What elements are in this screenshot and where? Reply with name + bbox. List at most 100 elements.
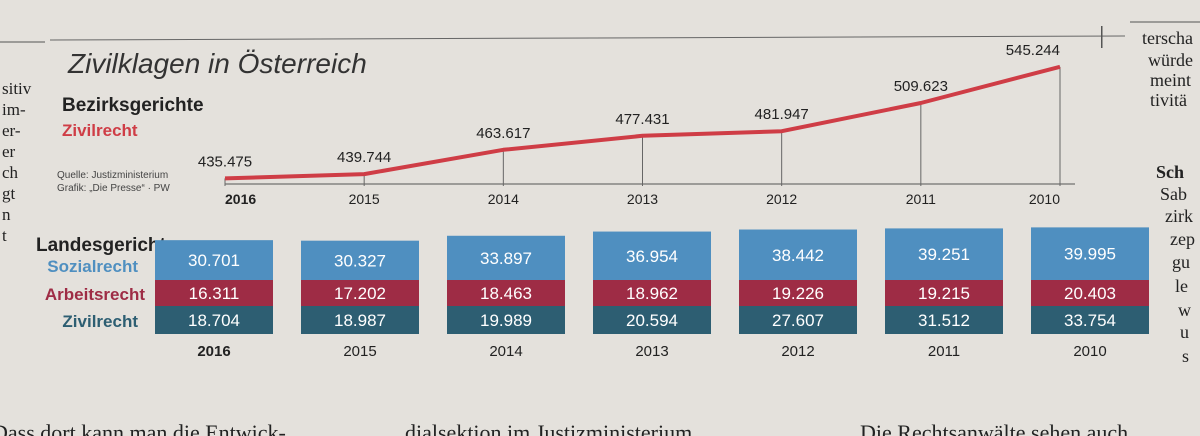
bar-zivilrecht [155,306,273,334]
left-column-word: im- [2,100,26,119]
bar-value-label: 16.311 [189,284,240,303]
right-column-word: tivitä [1150,90,1187,110]
chart-title: Zivilklagen in Österreich [67,48,367,79]
bottom-text-2: dialsektion im Justizministerium [405,420,692,436]
bar-arbeitsrecht [155,280,273,306]
right-column-word: w [1178,300,1191,320]
line-year-labels: 2016 2015 2014 2013 2012 2011 2010 [225,191,1060,207]
bar-sozialrecht [739,229,857,280]
bar-arbeitsrecht [1031,280,1149,306]
bar-year-label: 2012 [781,343,814,360]
line-value-label: 477.431 [615,111,669,128]
bezirksgerichte-heading: Bezirksgerichte [62,95,204,116]
bar-zivilrecht [301,306,419,334]
source-note: Quelle: Justizministerium [57,170,168,181]
bar-year-label: 2010 [1073,343,1106,360]
bar-year-label: 2014 [489,343,522,360]
left-column-word: er- [2,121,21,140]
left-column-text: sitiv im-er-er ch gt nt [2,79,32,245]
bar-value-label: 30.327 [334,251,386,270]
left-column-word: t [2,226,7,245]
bar-value-label: 36.954 [626,247,678,266]
right-column-word: zep [1170,229,1195,249]
bar-zivilrecht [1031,306,1149,334]
right-column-word: gu [1172,252,1190,272]
bar-value-label: 20.594 [626,311,678,330]
line-value-labels: 435.475 439.744 463.617 477.431 481.947 509.6… [198,42,1060,171]
bar-sozialrecht [885,228,1003,280]
legend-sozialrecht: Sozialrecht [47,257,138,276]
bottom-text-3: Die Rechtsanwälte sehen auch [860,420,1128,436]
bar-year-label: 2011 [928,343,960,360]
bar-legend: Sozialrecht Arbeitsrecht Zivilrecht [45,257,145,331]
left-column-word: ch [2,163,19,182]
line-year-label: 2013 [627,191,658,207]
bar-value-label: 30.701 [188,251,240,270]
right-column-word: s [1182,346,1189,366]
bar-zivilrecht [447,306,565,334]
right-column-word: zirk [1165,206,1193,226]
line-value-label: 545.244 [1006,42,1060,59]
bar-value-label: 39.995 [1064,245,1116,264]
bar-arbeitsrecht [739,280,857,306]
line-year-label: 2014 [488,191,519,207]
left-column-word: gt [2,184,16,203]
bar-sozialrecht [1031,227,1149,280]
bar-year-label: 2015 [343,343,376,360]
bar-arbeitsrecht [447,280,565,306]
bar-value-label: 38.442 [772,246,824,265]
line-value-label: 481.947 [755,106,809,123]
stacked-bars: 30.701 16.311 18.704 30.327 17.202 18.987 33.8… [155,227,1149,334]
bar-sozialrecht [301,240,419,280]
right-column-word: meint [1150,70,1191,90]
bar-value-label: 31.512 [918,311,970,330]
zivilrecht-line [224,64,1061,181]
line-chart-ticks [224,66,1061,186]
bar-sozialrecht [155,240,273,280]
right-column-word: Sab [1160,184,1187,204]
bar-value-label: 19.215 [918,284,970,303]
line-value-label: 439.744 [337,149,391,166]
bar-zivilrecht [739,306,857,334]
bar-value-label: 39.251 [918,245,970,264]
bar-year-labels: 2016 2015 2014 2013 2012 2011 2010 [197,343,1106,360]
line-year-label: 2010 [1029,191,1060,207]
line-value-label: 509.623 [894,78,948,95]
bar-arbeitsrecht [301,280,419,306]
bar-value-label: 18.962 [626,284,678,303]
right-column-word: le [1175,276,1188,296]
bar-value-label: 17.202 [334,284,386,303]
legend-zivilrecht: Zivilrecht [62,312,138,331]
bar-value-label: 18.463 [480,284,532,303]
bar-arbeitsrecht [885,280,1003,306]
bar-sozialrecht [447,235,565,280]
chart-top-rule [49,35,1126,41]
bar-value-label: 19.989 [480,311,532,330]
bar-value-label: 18.987 [334,311,386,330]
right-column-word: Sch [1156,162,1184,182]
bar-value-label: 20.403 [1064,284,1116,303]
bar-value-label: 27.607 [772,311,824,330]
bar-value-label: 19.226 [772,284,824,303]
left-column-word: sitiv [2,79,32,98]
line-value-label: 463.617 [476,125,530,142]
line-year-label: 2015 [349,191,380,207]
bar-value-label: 33.897 [480,249,532,268]
bar-year-label: 2013 [635,343,668,360]
bar-zivilrecht [885,306,1003,334]
landesgerichte-heading: Landesgerichte [36,235,176,256]
line-year-label: 2011 [906,191,936,207]
left-column-word: n [2,205,11,224]
left-column-word: er [2,142,16,161]
line-value-label: 435.475 [198,153,252,170]
line-year-label: 2016 [225,191,256,207]
legend-arbeitsrecht: Arbeitsrecht [45,285,145,304]
bar-zivilrecht [593,306,711,334]
right-column-word: u [1180,322,1189,342]
right-column-word: terscha [1142,28,1193,48]
divider-mark [1101,26,1103,48]
bar-arbeitsrecht [593,280,711,306]
bar-year-label: 2016 [197,343,230,360]
